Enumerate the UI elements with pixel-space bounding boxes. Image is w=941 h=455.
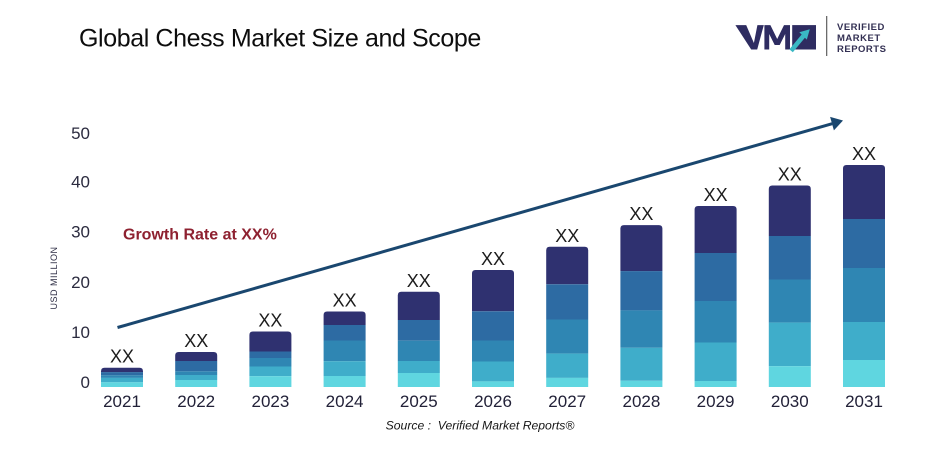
svg-text:Growth Rate at XX%: Growth Rate at XX% xyxy=(123,227,277,244)
svg-text:Source : Verified Market Repo: Source : Verified Market Reports® xyxy=(386,419,575,433)
svg-text:XX: XX xyxy=(555,226,579,246)
svg-text:2028: 2028 xyxy=(622,392,660,411)
svg-text:2024: 2024 xyxy=(326,392,364,411)
svg-text:20: 20 xyxy=(71,273,90,292)
svg-text:XX: XX xyxy=(333,291,357,311)
svg-text:XX: XX xyxy=(778,165,802,185)
svg-text:2029: 2029 xyxy=(697,392,735,411)
svg-text:2021: 2021 xyxy=(103,392,141,411)
svg-text:XX: XX xyxy=(481,249,505,269)
svg-text:REPORTS: REPORTS xyxy=(837,44,886,55)
svg-text:VERIFIED: VERIFIED xyxy=(837,22,885,33)
svg-text:50: 50 xyxy=(71,124,90,143)
svg-text:30: 30 xyxy=(71,223,90,242)
svg-text:2023: 2023 xyxy=(251,392,289,411)
svg-text:XX: XX xyxy=(852,144,876,164)
svg-text:2025: 2025 xyxy=(400,392,438,411)
svg-text:40: 40 xyxy=(71,173,90,192)
svg-text:MARKET: MARKET xyxy=(837,33,881,44)
svg-text:0: 0 xyxy=(81,373,90,392)
svg-text:XX: XX xyxy=(407,271,431,291)
svg-text:2031: 2031 xyxy=(845,392,883,411)
svg-text:XX: XX xyxy=(704,185,728,205)
svg-text:XX: XX xyxy=(258,311,282,331)
svg-text:2027: 2027 xyxy=(548,392,586,411)
svg-text:10: 10 xyxy=(71,323,90,342)
svg-text:2022: 2022 xyxy=(177,392,215,411)
svg-text:XX: XX xyxy=(184,331,208,351)
svg-text:USD MILLION: USD MILLION xyxy=(49,246,59,309)
svg-text:XX: XX xyxy=(629,204,653,224)
svg-text:XX: XX xyxy=(110,347,134,367)
svg-text:Global Chess Market Size and S: Global Chess Market Size and Scope xyxy=(79,25,481,53)
svg-text:2026: 2026 xyxy=(474,392,512,411)
svg-text:2030: 2030 xyxy=(771,392,809,411)
